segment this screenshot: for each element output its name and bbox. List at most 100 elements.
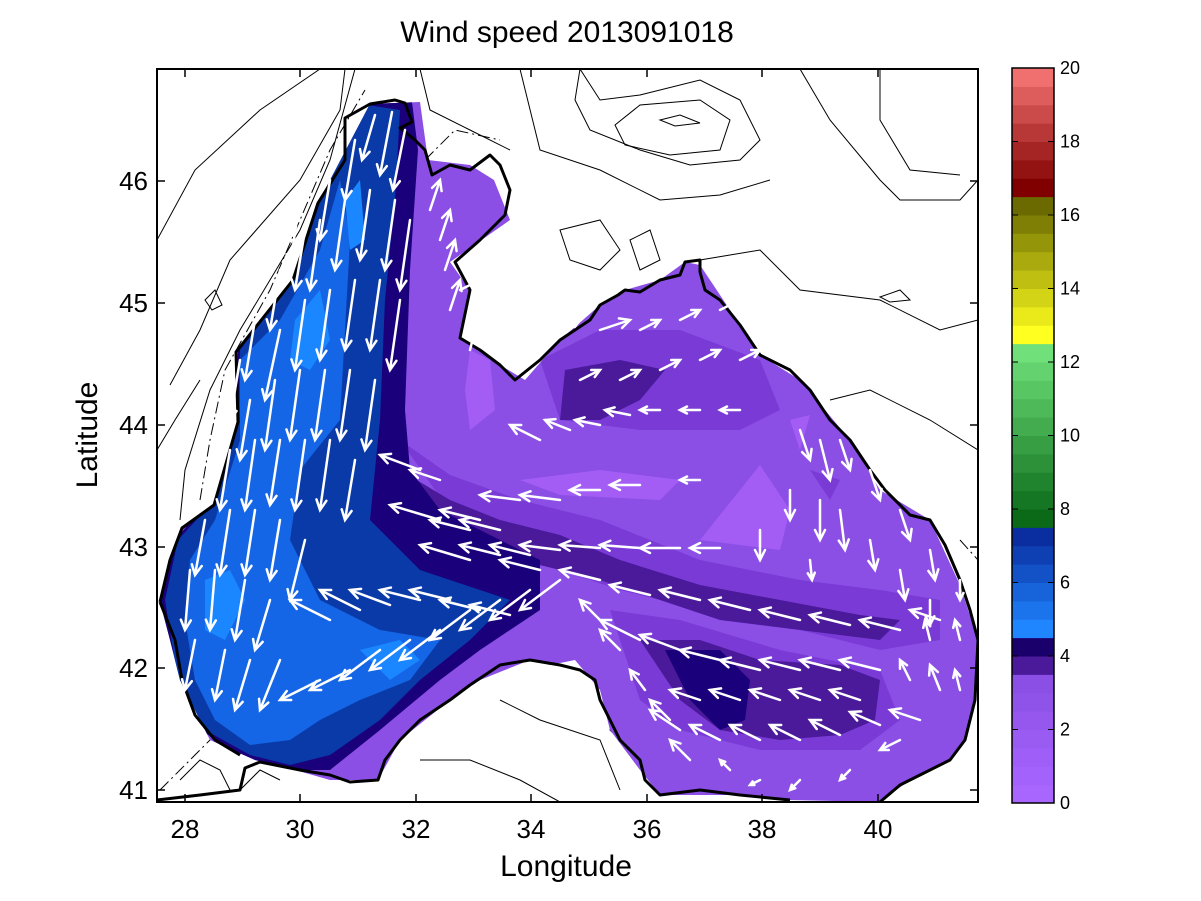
wind-arrow [607,478,642,492]
wind-arrow [518,318,543,332]
wind-arrow [290,228,307,293]
wind-arrow [355,188,372,263]
y-axis: 41 42 43 44 45 46 [119,166,978,805]
wind-arrow [707,687,742,702]
wind-arrow [718,298,743,312]
wind-arrow [340,278,357,353]
wind-arrow [468,327,478,352]
wind-arrow [395,218,412,293]
wind-arrow [578,598,602,622]
colorbar-step [1012,692,1054,712]
wind-arrow [607,581,652,597]
land-contour-line [157,69,321,241]
colorbar-tick-label: 18 [1060,132,1080,152]
wind-arrow [215,508,232,578]
colorbar-step [1012,233,1054,253]
speed-band-6-7 [185,180,440,745]
wind-arrow [457,598,502,632]
y-tick: 41 [119,775,978,805]
colorbar-step [1012,784,1054,804]
land-contour-line [799,69,978,201]
x-tick: 34 [517,69,545,844]
wind-arrow [927,548,940,583]
wind-arrow [179,568,193,633]
x-tick-label: 28 [171,814,200,844]
colorbar-step [1012,490,1054,510]
wind-arrow [517,578,562,612]
colorbar-tick-label: 14 [1060,279,1080,299]
colorbar-step [1012,141,1054,161]
wind-arrow [797,656,842,672]
colorbar-step [1012,656,1054,675]
wind-arrow [377,452,422,472]
land-contour-line [574,69,761,166]
wind-arrow [340,458,357,523]
speed-band-0-1 [700,465,790,550]
colorbar-tick-label: 0 [1060,793,1070,813]
wind-arrow [347,587,392,607]
land-contour-line [204,289,223,311]
land-contour-line [829,389,978,451]
wind-arrow [557,566,602,582]
wind-arrow [290,438,307,513]
wind-arrow [927,662,942,692]
wind-arrow [707,596,752,612]
wind-arrow [240,508,257,578]
colorbar-step [1012,711,1054,730]
colorbar-step [1012,747,1054,767]
colorbar-step [1012,637,1054,657]
wind-arrow [867,538,880,573]
wind-arrow [753,528,767,563]
wind-arrow [687,541,722,555]
wind-arrow [240,438,257,513]
wind-arrow [798,428,813,463]
colorbar-tick-label: 12 [1060,352,1080,372]
wind-arrow [365,278,382,353]
colorbar-step [1012,270,1054,289]
colorbar-step [1012,68,1054,87]
wind-arrow [813,498,827,543]
x-tick: 28 [171,69,200,844]
wind-arrow [657,586,702,602]
colorbar-tick-label: 2 [1060,720,1070,740]
wind-arrow [727,723,762,742]
wind-arrow [437,506,482,522]
land-contour-line [179,759,231,791]
speed-band-4-5 [665,650,750,730]
colorbar-tick-label: 6 [1060,573,1070,593]
wind-arrow [315,438,332,513]
wind-arrow [542,417,572,432]
wind-arrow [578,368,603,382]
x-tick-label: 40 [864,814,893,844]
wind-arrow [898,657,912,682]
wind-arrow [285,198,302,268]
wind-arrow [757,656,802,672]
wind-arrow [718,758,732,772]
wind-arrow [628,667,647,692]
land-contour-line [499,699,621,791]
wind-arrow [658,358,683,372]
wind-arrow [667,687,702,702]
x-tick-label: 36 [633,814,662,844]
land-contour-line [169,69,346,386]
y-tick-label: 43 [119,532,148,562]
wind-arrow [287,598,332,622]
wind-arrow [838,768,852,782]
zero-contour-line [424,129,501,161]
wind-arrow [507,423,542,442]
colorbar-step [1012,527,1054,547]
wind-arrow [807,611,852,627]
colorbar-step [1012,306,1054,326]
wind-arrow [847,710,882,727]
wind-arrow [231,658,252,713]
y-tick: 43 [119,532,978,562]
wind-arrow [602,406,632,418]
wind-arrow [478,308,503,322]
wind-arrow [898,508,913,543]
wind-arrow [290,298,307,373]
colorbar-step [1012,435,1054,455]
wind-arrow [443,237,458,272]
wind-arrow [955,578,965,603]
wind-arrow [457,516,502,532]
wind-arrow [358,113,377,163]
